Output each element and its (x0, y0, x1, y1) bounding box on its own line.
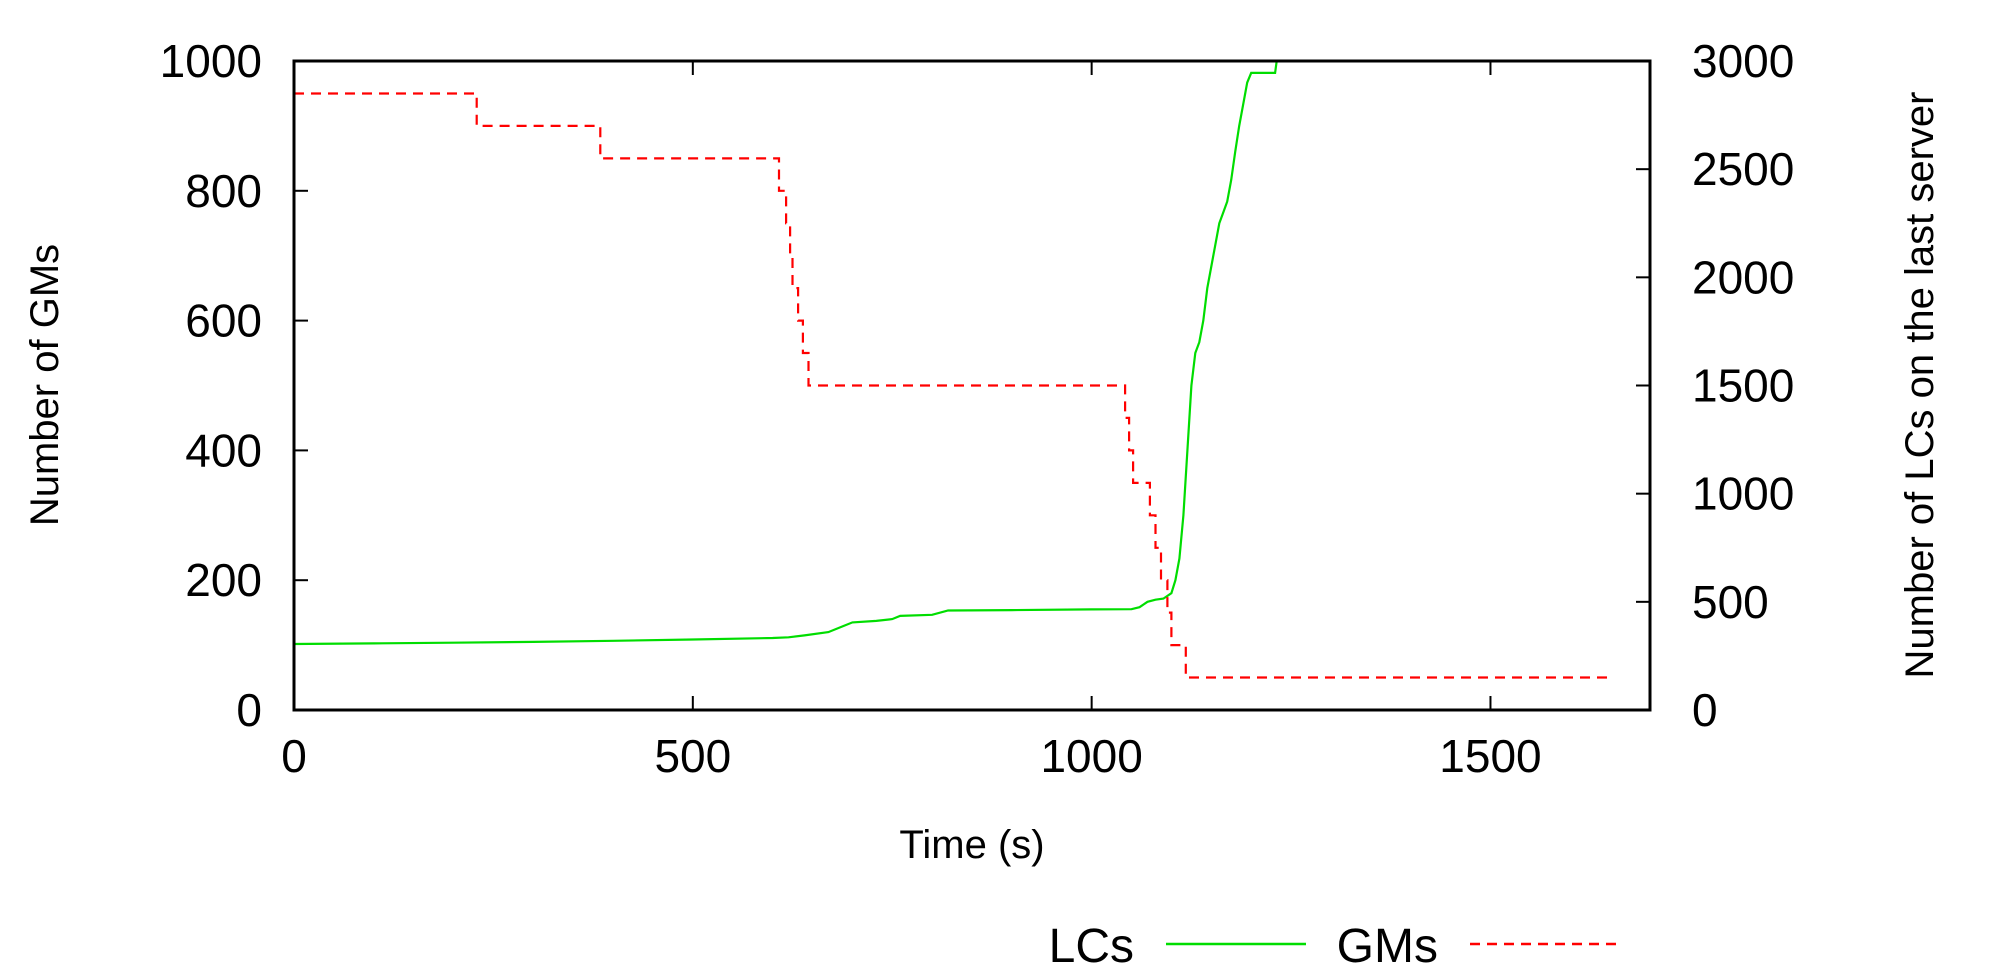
x-tick-label: 0 (281, 730, 307, 782)
left-y-tick-label: 600 (185, 295, 262, 347)
series-line-gms (294, 92, 1611, 679)
x-tick-label: 500 (654, 730, 731, 782)
left-y-tick-label: 1000 (160, 35, 262, 87)
right-y-tick-label: 2500 (1692, 143, 1794, 195)
legend: LCs GMs (1049, 920, 1616, 973)
right-y-tick-label: 0 (1692, 684, 1718, 736)
legend-label-lcs: LCs (1049, 920, 1134, 973)
x-tick-label: 1500 (1439, 730, 1541, 782)
x-axis-label: Time (s) (899, 823, 1044, 867)
x-tick-label: 1000 (1040, 730, 1142, 782)
ticks-layer: 0 500 1000 1500 0 200 400 600 800 1000 0 500 1000 150… (160, 35, 1795, 782)
left-axis-label: Number of GMs (23, 244, 67, 526)
series-line-lcs (293, 60, 1278, 646)
right-y-tick-label: 500 (1692, 576, 1769, 628)
right-y-tick-label: 3000 (1692, 35, 1794, 87)
right-y-tick-label: 1500 (1692, 360, 1794, 412)
series-layer (293, 60, 1611, 679)
left-y-tick-label: 800 (185, 165, 262, 217)
legend-label-gms: GMs (1337, 920, 1438, 973)
right-axis-label: Number of LCs on the last server (1898, 92, 1942, 679)
right-y-tick-label: 2000 (1692, 251, 1794, 303)
right-y-tick-label: 1000 (1692, 468, 1794, 520)
left-y-tick-label: 0 (236, 684, 262, 736)
left-y-tick-label: 400 (185, 424, 262, 476)
left-y-tick-label: 200 (185, 554, 262, 606)
